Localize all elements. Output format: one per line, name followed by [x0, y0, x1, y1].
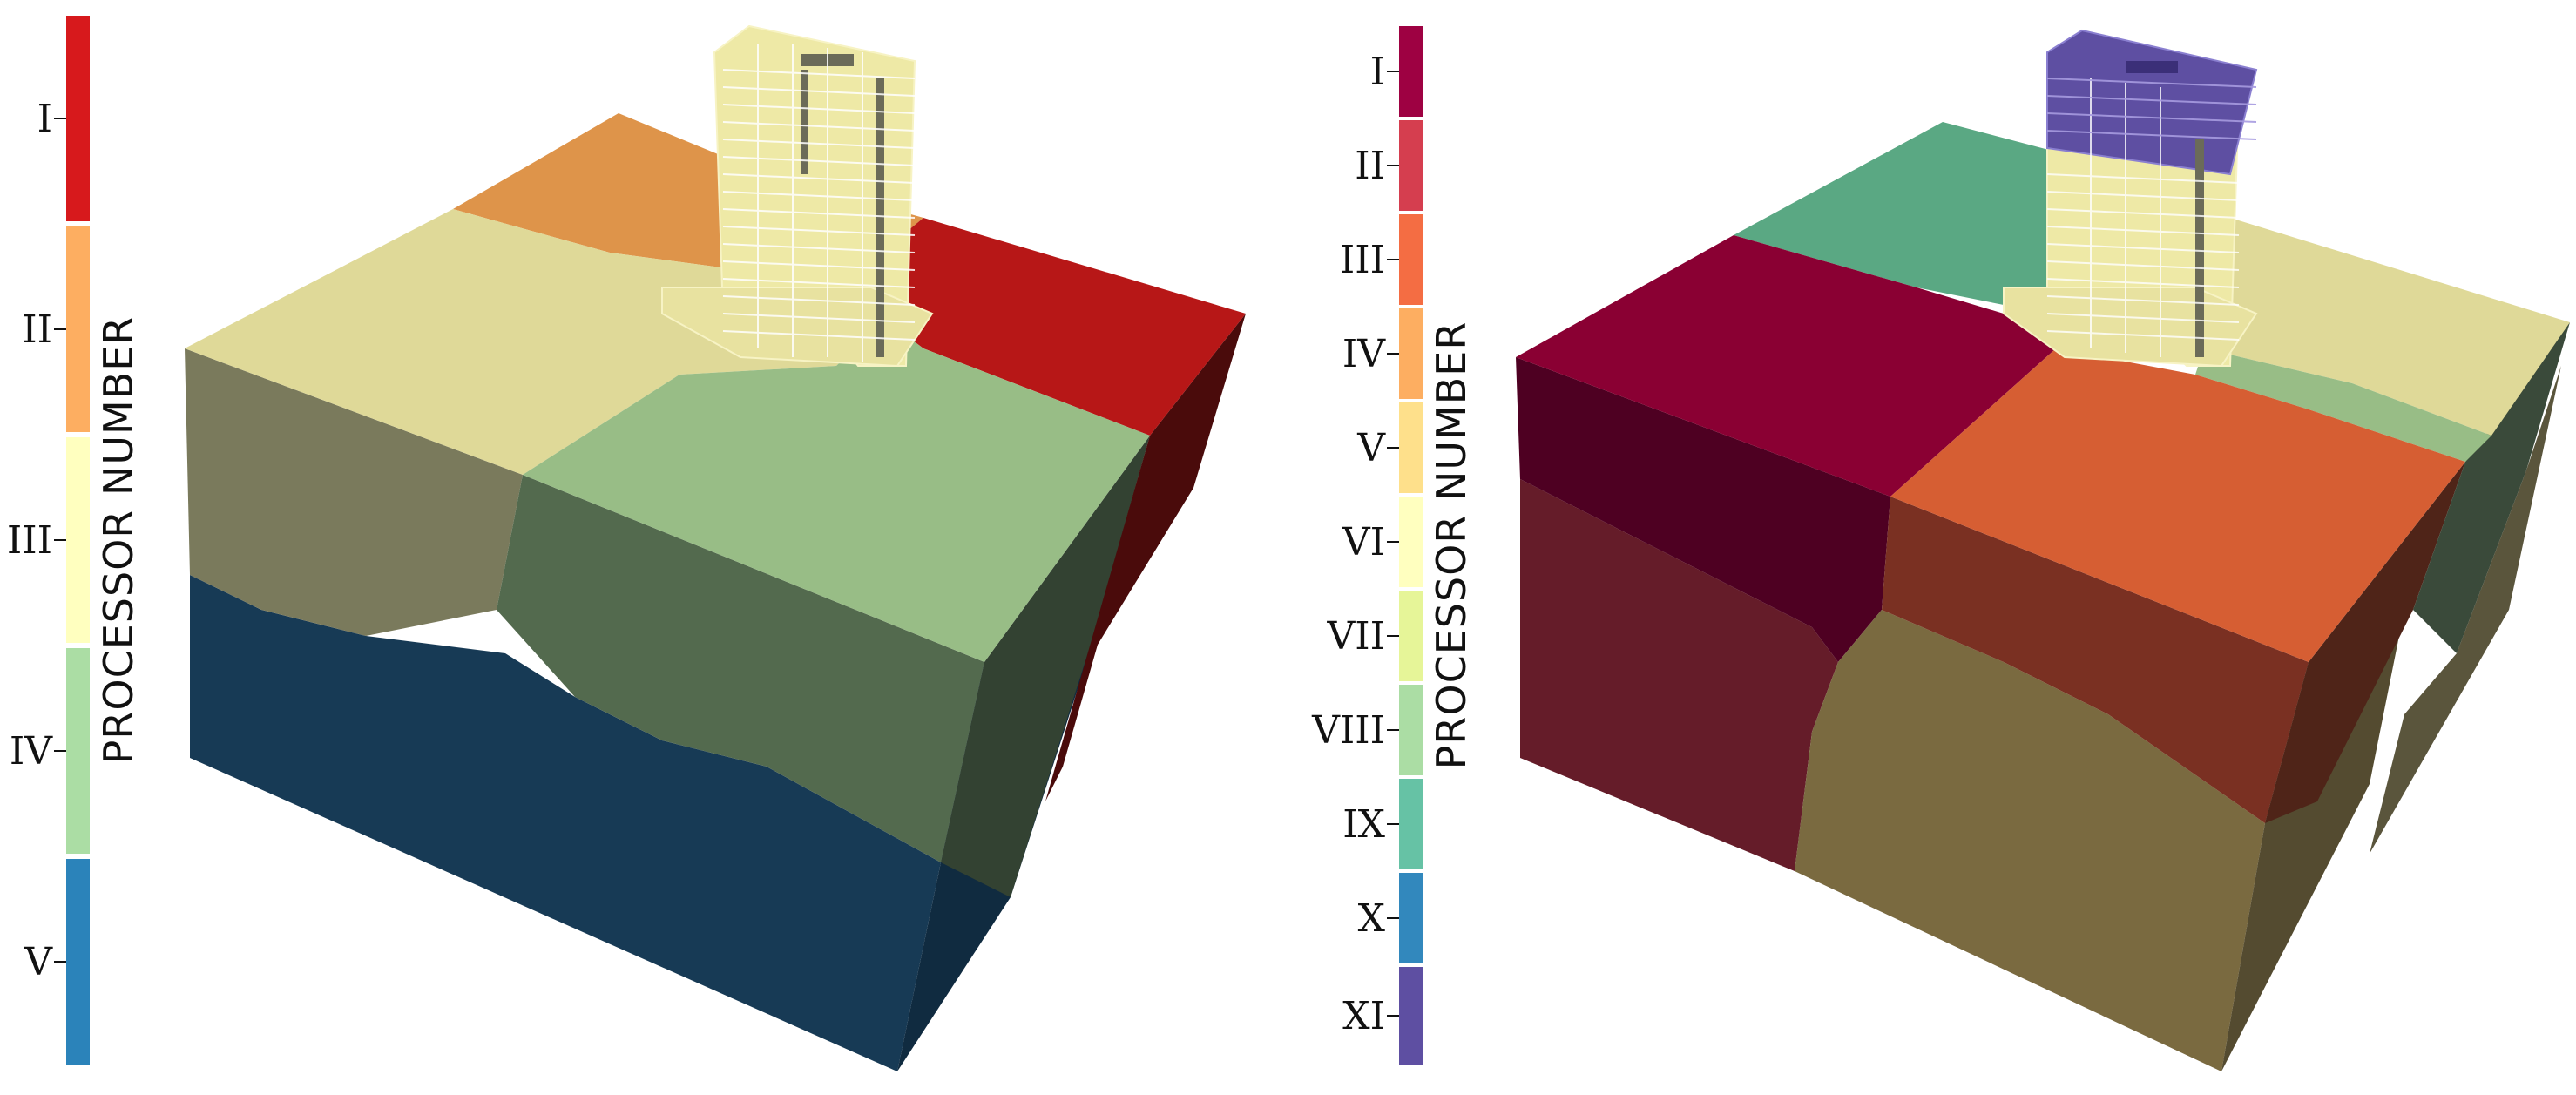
right-side-face-olive-2 — [2370, 366, 2561, 854]
right-tick-marks — [1387, 71, 1399, 1017]
right-side-face-orange — [2265, 462, 2465, 823]
left-panel: I II III IV V PROCESSOR NUMBER — [7, 16, 1246, 1071]
left-tick-label-2: II — [22, 308, 52, 352]
right-front-face-maroon — [1520, 479, 1838, 871]
right-top-yellow — [2134, 218, 2570, 436]
left-tick-label-4: IV — [10, 729, 53, 774]
right-tick-label-11: XI — [1342, 994, 1385, 1038]
left-tick-label-5: V — [24, 940, 53, 984]
right-colorbar-seg-6 — [1399, 497, 1423, 587]
left-top-yellow — [185, 209, 871, 475]
left-tower-floor-lines — [722, 44, 916, 362]
right-top-orange — [1890, 348, 2465, 662]
left-colorbar-seg-5 — [66, 859, 90, 1065]
right-top-green — [2195, 348, 2491, 462]
right-side-face-olive — [2221, 610, 2404, 1071]
right-building-tower — [2003, 29, 2258, 368]
left-front-face-olive — [185, 348, 523, 636]
right-colorbar-seg-3 — [1399, 214, 1423, 305]
left-side-face-green — [941, 436, 1150, 897]
left-tower-core — [876, 78, 884, 357]
right-tick-label-4: IV — [1342, 332, 1386, 376]
left-tick-label-3: III — [7, 518, 52, 563]
right-colorbar-seg-5 — [1399, 402, 1423, 493]
right-colorbar-seg-1 — [1399, 26, 1423, 117]
right-colorbar-title: PROCESSOR NUMBER — [1428, 321, 1475, 770]
left-side-face-red — [1045, 314, 1246, 801]
left-domain-render — [185, 24, 1246, 1071]
right-tick-label-1: I — [1370, 50, 1385, 94]
right-tick-label-3: III — [1340, 238, 1385, 282]
right-tick-label-10: X — [1358, 896, 1386, 941]
right-tick-label-8: VIII — [1311, 708, 1385, 753]
left-colorbar-seg-4 — [66, 648, 90, 854]
right-panel: I II III IV V VI VII VIII IX X XI PROCES… — [1311, 26, 2570, 1071]
right-colorbar-seg-7 — [1399, 591, 1423, 681]
right-colorbar-seg-11 — [1399, 967, 1423, 1065]
left-colorbar-seg-3 — [66, 437, 90, 643]
left-front-face-darkgreen — [497, 475, 984, 862]
left-building-tower — [661, 24, 934, 368]
left-tick-label-1: I — [37, 97, 52, 141]
right-colorbar-seg-10 — [1399, 873, 1423, 963]
right-top-crimson — [1516, 235, 2056, 497]
left-front-face-blue — [190, 575, 941, 1071]
left-colorbar-seg-1 — [66, 16, 90, 221]
right-tick-label-6: VI — [1342, 520, 1385, 564]
right-tower-floor-lines — [2046, 78, 2240, 357]
right-tower-top-floor-lines — [2046, 78, 2257, 140]
right-colorbar-seg-9 — [1399, 779, 1423, 869]
left-tower-base — [661, 287, 934, 368]
right-colorbar-seg-4 — [1399, 308, 1423, 399]
right-colorbar-seg-8 — [1399, 685, 1423, 775]
right-tick-label-7: VII — [1326, 614, 1385, 659]
right-colorbar: I II III IV V VI VII VIII IX X XI PROCES… — [1311, 26, 1475, 1065]
right-colorbar-seg-2 — [1399, 120, 1423, 211]
right-side-face-green — [2413, 322, 2570, 653]
right-domain-render — [1516, 29, 2570, 1071]
right-tower-roof-block — [2126, 61, 2178, 73]
left-colorbar-title: PROCESSOR NUMBER — [95, 316, 142, 765]
right-tower-core — [2195, 139, 2204, 357]
left-tower-core-2 — [801, 70, 808, 174]
left-top-green — [523, 322, 1150, 662]
right-tick-label-9: IX — [1342, 802, 1385, 847]
left-colorbar-seg-2 — [66, 226, 90, 432]
right-front-face-brown — [1882, 497, 2309, 823]
right-front-face-crimson — [1516, 357, 1890, 662]
right-front-face-olive — [1795, 610, 2265, 1071]
right-tick-label-5: V — [1356, 426, 1386, 470]
left-colorbar: I II III IV V PROCESSOR NUMBER — [7, 16, 142, 1065]
left-top-red — [871, 218, 1246, 436]
right-tick-label-2: II — [1355, 144, 1385, 188]
